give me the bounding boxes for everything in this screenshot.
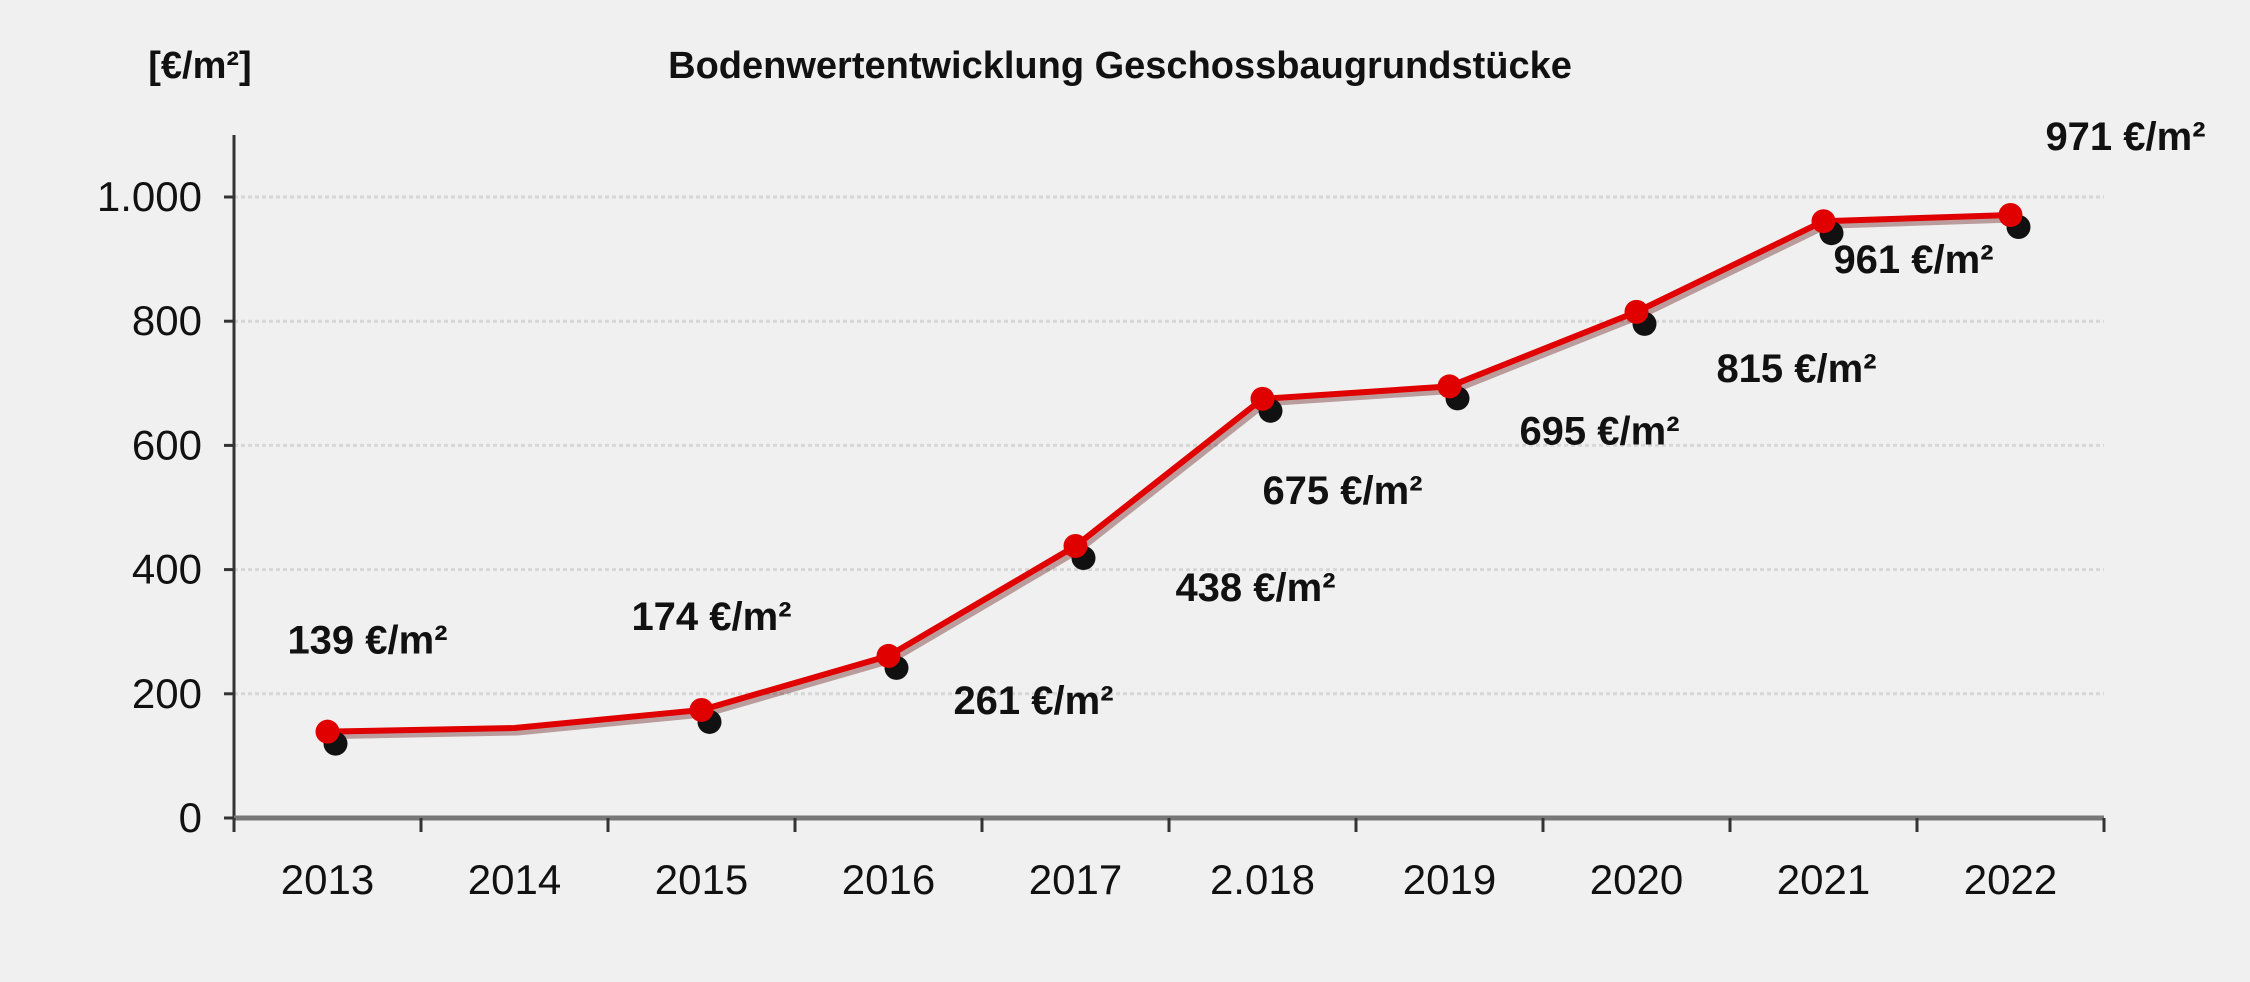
x-tick-label: 2022: [1964, 856, 2057, 903]
data-point: [1437, 374, 1462, 399]
x-tick-label: 2020: [1590, 856, 1683, 903]
data-label: 174 €/m²: [631, 595, 791, 639]
data-point: [1063, 534, 1088, 559]
y-tick-label: 400: [132, 546, 202, 593]
y-axis-label: [€/m²]: [148, 45, 251, 87]
data-label: 695 €/m²: [1519, 409, 1679, 453]
data-point: [1624, 299, 1649, 324]
data-point: [1998, 203, 2023, 228]
data-label: 961 €/m²: [1833, 238, 1993, 282]
data-point: [1811, 209, 1836, 234]
data-point: [315, 719, 340, 744]
data-label: 139 €/m²: [287, 619, 447, 663]
chart-title: Bodenwertentwicklung Geschossbaugrundstü…: [668, 45, 1572, 87]
data-label: 261 €/m²: [953, 679, 1113, 723]
data-label: 438 €/m²: [1175, 566, 1335, 610]
data-label: 971 €/m²: [2045, 115, 2205, 159]
y-tick-label: 800: [132, 297, 202, 344]
x-tick-label: 2015: [655, 856, 748, 903]
series-line: [327, 212, 2011, 735]
x-tick-label: 2014: [468, 856, 561, 903]
x-tick-label: 2016: [842, 856, 935, 903]
y-tick-label: 0: [179, 794, 202, 841]
x-tick-label: 2013: [281, 856, 374, 903]
y-tick-label: 600: [132, 421, 202, 468]
x-tick-label: 2017: [1029, 856, 1122, 903]
data-point: [876, 643, 901, 668]
x-tick-label: 2021: [1777, 856, 1870, 903]
data-point: [689, 697, 714, 722]
x-tick-label: 2.018: [1210, 856, 1315, 903]
x-tick-label: 2019: [1403, 856, 1496, 903]
y-tick-label: 1.000: [97, 173, 202, 220]
data-label: 815 €/m²: [1716, 347, 1876, 391]
data-label: 675 €/m²: [1262, 469, 1422, 513]
series-line-shadow: [330, 215, 2014, 740]
y-tick-label: 200: [132, 670, 202, 717]
data-point: [1250, 386, 1275, 411]
